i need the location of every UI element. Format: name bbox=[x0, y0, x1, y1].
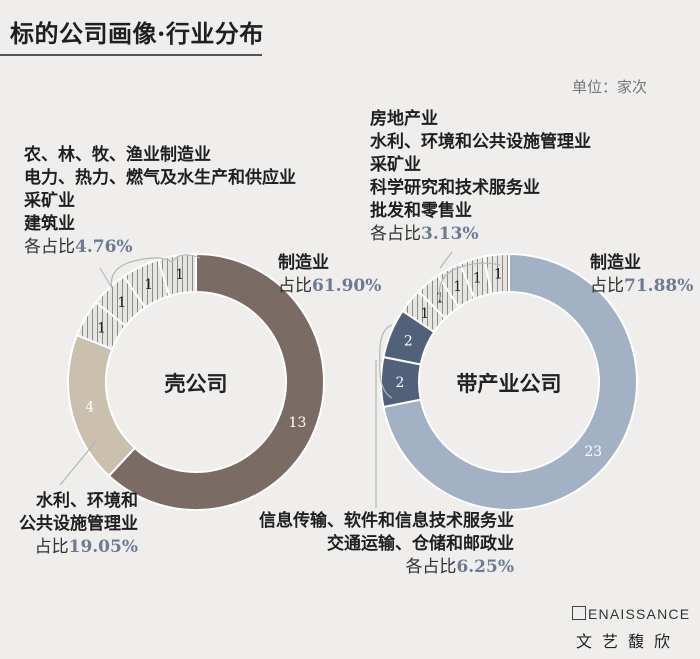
right-bottom-line-2: 交通运输、仓储和邮政业 bbox=[327, 534, 514, 554]
brand-logo-en: ENAISSANCE bbox=[572, 606, 690, 622]
right-top-annotation: 房地产业 水利、环境和公共设施管理业 采矿业 科学研究和技术服务业 批发和零售业… bbox=[370, 108, 591, 246]
shell-slice-label-5: 1 bbox=[175, 267, 184, 283]
shell-slice-label-1: 4 bbox=[85, 399, 94, 415]
industry-slice-label-0: 23 bbox=[584, 444, 602, 460]
annotation-brackets bbox=[59, 251, 501, 508]
left-top-line-3: 采矿业 bbox=[24, 191, 75, 211]
right-top-line-3: 采矿业 bbox=[370, 155, 421, 175]
right-mfg-annotation: 制造业 占比71.88% bbox=[590, 252, 693, 298]
left-bottom-share: 占比19.05% bbox=[10, 536, 138, 559]
right-bottom-line-1: 信息传输、软件和信息技术服务业 bbox=[259, 511, 514, 531]
share-value: 19.05% bbox=[68, 537, 138, 557]
left-center-label: 壳公司 bbox=[164, 372, 228, 396]
share-prefix: 各占比 bbox=[405, 557, 457, 577]
right-top-line-1: 房地产业 bbox=[370, 109, 438, 129]
share-prefix: 占比 bbox=[34, 537, 69, 557]
right-left-brace bbox=[379, 324, 393, 399]
brand-en-text: ENAISSANCE bbox=[588, 606, 691, 622]
right-top-share: 各占比3.13% bbox=[370, 223, 591, 246]
share-prefix: 各占比 bbox=[370, 224, 421, 244]
shell-slice-0 bbox=[107, 252, 325, 511]
right-top-connector bbox=[439, 251, 453, 269]
industry-slice-label-6: 1 bbox=[473, 271, 482, 287]
share-value: 61.90% bbox=[312, 276, 382, 296]
page-title: 标的公司画像·行业分布 bbox=[10, 19, 264, 48]
share-value: 3.13% bbox=[421, 224, 479, 244]
title-underline bbox=[0, 54, 262, 56]
shell-slice-label-3: 1 bbox=[117, 295, 126, 311]
shell-slice-label-4: 1 bbox=[144, 277, 153, 293]
left-top-share: 各占比4.76% bbox=[24, 236, 296, 259]
unit-label: 单位：家次 bbox=[572, 78, 648, 96]
left-top-annotation: 农、林、牧、渔业制造业 电力、热力、燃气及水生产和供应业 采矿业 建筑业 各占比… bbox=[24, 144, 296, 259]
industry-slice-label-3: 1 bbox=[420, 306, 429, 322]
right-mfg-share: 占比71.88% bbox=[590, 275, 693, 298]
right-top-line-4: 科学研究和技术服务业 bbox=[370, 178, 540, 198]
brand-logo-cn: 文艺馥欣 bbox=[576, 632, 681, 651]
share-prefix: 各占比 bbox=[24, 237, 75, 257]
left-top-line-1: 农、林、牧、渔业制造业 bbox=[24, 145, 211, 165]
left-bottom-annotation: 水利、环境和 公共设施管理业 占比19.05% bbox=[10, 490, 138, 559]
shell-slice-label-2: 1 bbox=[97, 321, 106, 337]
share-prefix: 占比 bbox=[278, 276, 312, 296]
right-mfg-label: 制造业 bbox=[590, 253, 641, 273]
shell-slice-label-0: 13 bbox=[289, 415, 307, 431]
left-mfg-share: 占比61.90% bbox=[278, 275, 381, 298]
right-top-line-2: 水利、环境和公共设施管理业 bbox=[370, 132, 591, 152]
right-center-label: 带产业公司 bbox=[457, 372, 562, 396]
left-top-brace bbox=[110, 254, 201, 289]
left-top-line-4: 建筑业 bbox=[24, 214, 75, 234]
share-value: 6.25% bbox=[456, 557, 514, 577]
right-bottom-share: 各占比6.25% bbox=[212, 556, 514, 579]
left-bottom-line-1: 水利、环境和 bbox=[36, 491, 138, 511]
left-bottom-connector bbox=[59, 439, 98, 486]
share-value: 71.88% bbox=[624, 276, 694, 296]
industry-slice-label-2: 2 bbox=[404, 333, 413, 349]
right-top-line-5: 批发和零售业 bbox=[370, 201, 472, 221]
industry-slice-label-1: 2 bbox=[396, 375, 405, 391]
right-bottom-annotation: 信息传输、软件和信息技术服务业 交通运输、仓储和邮政业 各占比6.25% bbox=[212, 510, 514, 579]
industry-slice-0 bbox=[382, 252, 638, 511]
share-prefix: 占比 bbox=[590, 276, 624, 296]
shell-slice-5 bbox=[157, 252, 197, 298]
right-top-brace bbox=[438, 262, 501, 301]
industry-slice-label-5: 1 bbox=[453, 279, 462, 295]
left-mfg-label: 制造业 bbox=[278, 253, 329, 273]
left-mfg-annotation: 制造业 占比61.90% bbox=[278, 252, 381, 298]
left-bottom-line-2: 公共设施管理业 bbox=[19, 514, 138, 534]
share-value: 4.76% bbox=[75, 237, 133, 257]
left-top-connector bbox=[99, 267, 113, 289]
left-top-line-2: 电力、热力、燃气及水生产和供应业 bbox=[24, 168, 296, 188]
industry-slice-label-7: 1 bbox=[494, 267, 503, 283]
shell-slice-1 bbox=[67, 333, 137, 478]
brand-mark-icon bbox=[572, 606, 586, 620]
